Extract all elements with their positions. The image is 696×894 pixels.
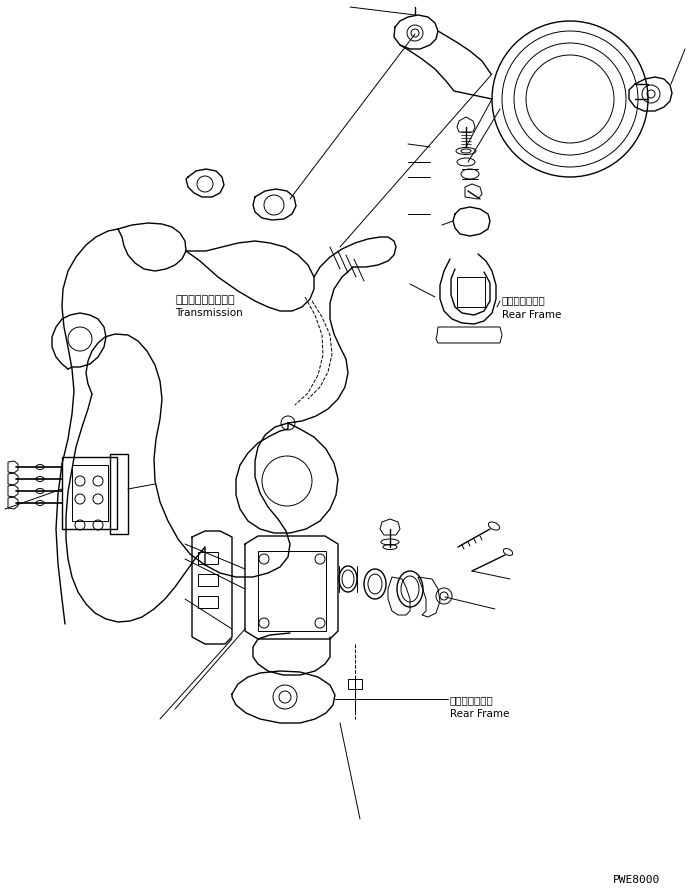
- Bar: [258, 552, 326, 631]
- Text: Transmission: Transmission: [175, 308, 243, 317]
- Text: PWE8000: PWE8000: [612, 874, 660, 884]
- Bar: [198, 552, 218, 564]
- Bar: [72, 466, 108, 521]
- Bar: [62, 458, 117, 529]
- Bar: [348, 679, 362, 689]
- Bar: [457, 278, 485, 308]
- Text: Rear Frame: Rear Frame: [450, 708, 509, 718]
- Text: トランスミッション: トランスミッション: [175, 295, 235, 305]
- Text: リヤーフレーム: リヤーフレーム: [502, 295, 546, 305]
- Bar: [198, 596, 218, 608]
- Bar: [110, 454, 128, 535]
- Bar: [198, 574, 218, 586]
- Text: リヤーフレーム: リヤーフレーム: [450, 695, 493, 704]
- Text: Rear Frame: Rear Frame: [502, 309, 562, 320]
